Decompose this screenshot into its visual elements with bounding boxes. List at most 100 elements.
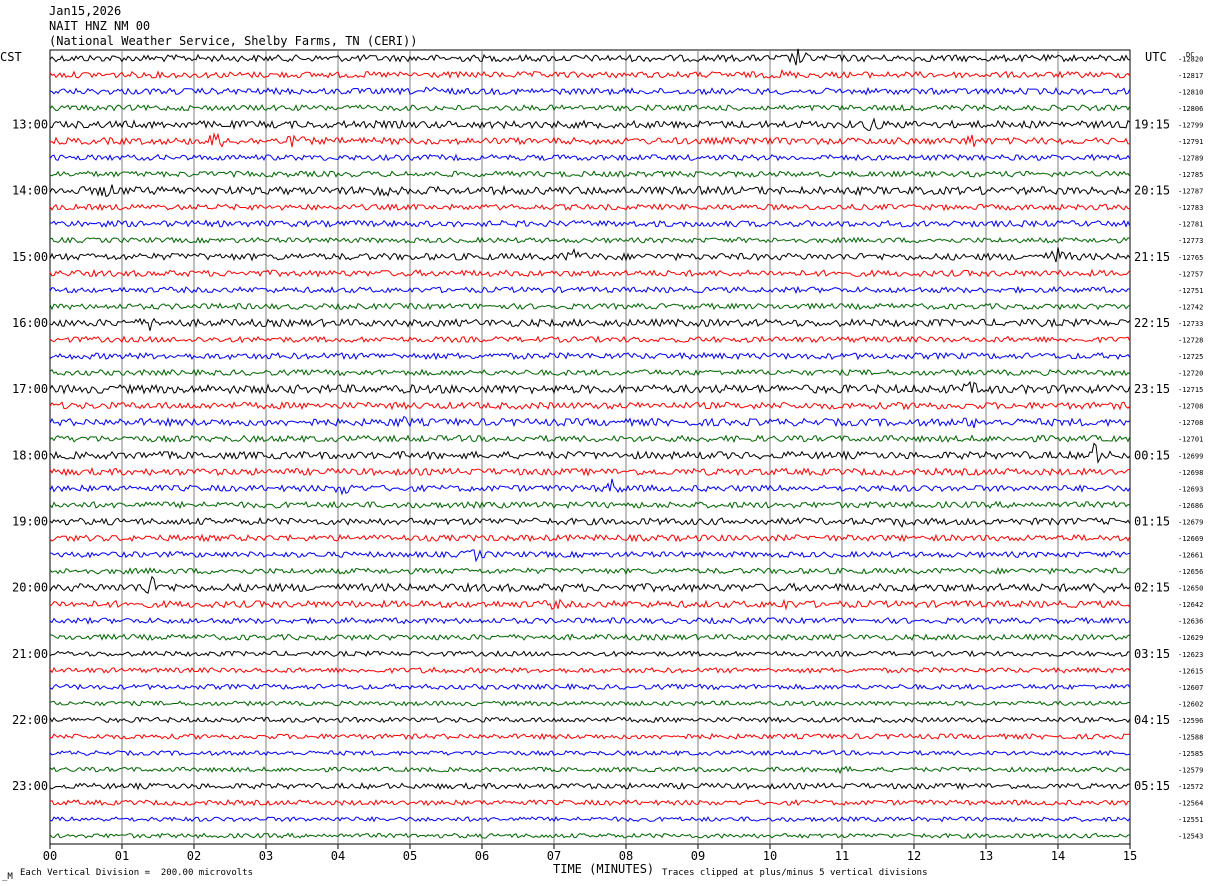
trace-row-23	[49, 434, 1131, 444]
x-tick-label: 03	[259, 849, 273, 863]
trace-row-37	[49, 666, 1131, 675]
trace-row-27	[49, 500, 1131, 510]
x-tick-label: 11	[835, 849, 849, 863]
trace-row-16	[49, 317, 1131, 331]
dc-offset-label: -12564	[1178, 800, 1203, 808]
left-hour-label: 22:00	[12, 713, 48, 727]
trace-row-25	[49, 466, 1131, 477]
trace-row-10	[49, 219, 1131, 228]
dc-offset-label: -12787	[1178, 188, 1203, 196]
trace-row-35	[49, 633, 1131, 642]
right-hour-label: 19:15	[1134, 117, 1170, 131]
x-tick-label: 07	[547, 849, 561, 863]
trace-row-0	[49, 48, 1131, 66]
dc-offset-label: -12720	[1178, 370, 1203, 378]
dc-offset-label: -12579	[1178, 767, 1203, 775]
trace-row-42	[49, 749, 1131, 757]
dc-offset-label: -12636	[1178, 618, 1203, 626]
trace-row-43	[49, 765, 1131, 775]
plot-frame	[49, 49, 1131, 845]
dc-offset-label: -12572	[1178, 783, 1203, 791]
trace-row-45	[49, 798, 1131, 807]
dc-offset-label: -12757	[1178, 270, 1203, 278]
left-hour-label: 19:00	[12, 514, 48, 528]
dc-offset-label: -12728	[1178, 336, 1203, 344]
trace-row-34	[49, 616, 1131, 625]
dc-offset-label: -12679	[1178, 518, 1203, 526]
scale-note: Each Vertical Division = 200.00 microvol…	[20, 868, 253, 878]
left-hour-label: 16:00	[12, 316, 48, 330]
trace-row-33	[49, 598, 1131, 611]
trace-row-24	[49, 442, 1131, 465]
dc-offset-label: -12708	[1178, 403, 1203, 411]
dc-offset-label: -12615	[1178, 667, 1203, 675]
right-hour-label: 02:15	[1134, 581, 1170, 595]
dc-offset-label: -12783	[1178, 204, 1203, 212]
trace-row-9	[49, 203, 1130, 212]
trace-row-31	[49, 567, 1131, 576]
trace-row-12	[49, 247, 1131, 263]
x-tick-label: 12	[907, 849, 921, 863]
trace-row-38	[49, 683, 1131, 691]
trace-row-2	[49, 86, 1131, 96]
trace-row-15	[49, 302, 1131, 311]
trace-row-44	[49, 782, 1131, 791]
right-hour-label: 00:15	[1134, 448, 1170, 462]
header-date: Jan15,2026	[49, 4, 122, 18]
dc-offset-label: -12820	[1178, 55, 1203, 63]
header-station: NAIT HNZ NM 00	[49, 19, 151, 33]
dc-offset-label: -12773	[1178, 237, 1203, 245]
trace-row-36	[49, 649, 1131, 658]
left-hour-label: 23:00	[12, 779, 48, 793]
right-hour-label: 23:15	[1134, 382, 1170, 396]
header-agency: (National Weather Service, Shelby Farms,…	[49, 34, 418, 48]
left-hour-label: 20:00	[12, 581, 48, 595]
dc-offset-label: -12551	[1178, 816, 1203, 824]
dc-offset-label: -12656	[1178, 568, 1203, 576]
left-hour-label: 17:00	[12, 382, 48, 396]
x-tick-label: 14	[1051, 849, 1065, 863]
dc-offset-label: -12791	[1178, 138, 1203, 146]
x-axis-title: TIME (MINUTES)	[553, 862, 655, 876]
trace-row-19	[49, 368, 1131, 377]
trace-row-32	[49, 575, 1131, 594]
trace-row-21	[49, 401, 1131, 411]
left-hour-label: 15:00	[12, 250, 48, 264]
dc-offset-label: -12686	[1178, 502, 1203, 510]
left-hour-label: 18:00	[12, 448, 48, 462]
dc-offset-label: -12715	[1178, 386, 1203, 394]
dc-offset-label: -12629	[1178, 634, 1203, 642]
right-hour-label: 01:15	[1134, 514, 1170, 528]
trace-row-18	[49, 351, 1131, 361]
trace-row-14	[49, 285, 1131, 295]
trace-row-28	[49, 516, 1131, 528]
trace-row-8	[49, 184, 1131, 198]
right-hour-label: 05:15	[1134, 779, 1170, 793]
dc-offset-label: -12751	[1178, 287, 1203, 295]
trace-row-20	[49, 380, 1131, 396]
right-hour-label: 04:15	[1134, 713, 1170, 727]
dc-header-label: DC	[1186, 51, 1194, 59]
trace-row-26	[49, 478, 1131, 496]
dc-offset-label: -12810	[1178, 88, 1203, 96]
dc-offset-label: -12725	[1178, 353, 1203, 361]
left-hour-label: 14:00	[12, 184, 48, 198]
dc-offset-label: -12543	[1178, 833, 1203, 841]
dc-offset-label: -12698	[1178, 469, 1203, 477]
trace-row-17	[49, 335, 1131, 344]
trace-row-29	[49, 533, 1131, 543]
dc-offset-label: -12789	[1178, 155, 1203, 163]
right-hour-label: 20:15	[1134, 184, 1170, 198]
dc-offset-label: -12623	[1178, 651, 1203, 659]
dc-offset-label: -12806	[1178, 105, 1203, 113]
dc-offset-label: -12588	[1178, 733, 1203, 741]
dc-offset-label: -12642	[1178, 601, 1203, 609]
trace-row-47	[49, 832, 1131, 839]
trace-row-6	[49, 153, 1131, 162]
dc-offset-label: -12742	[1178, 303, 1203, 311]
dc-offset-label: -12699	[1178, 452, 1203, 460]
dc-offset-label: -12693	[1178, 485, 1203, 493]
trace-row-39	[49, 700, 1130, 707]
x-tick-label: 05	[403, 849, 417, 863]
dc-offset-label: -12585	[1178, 750, 1203, 758]
